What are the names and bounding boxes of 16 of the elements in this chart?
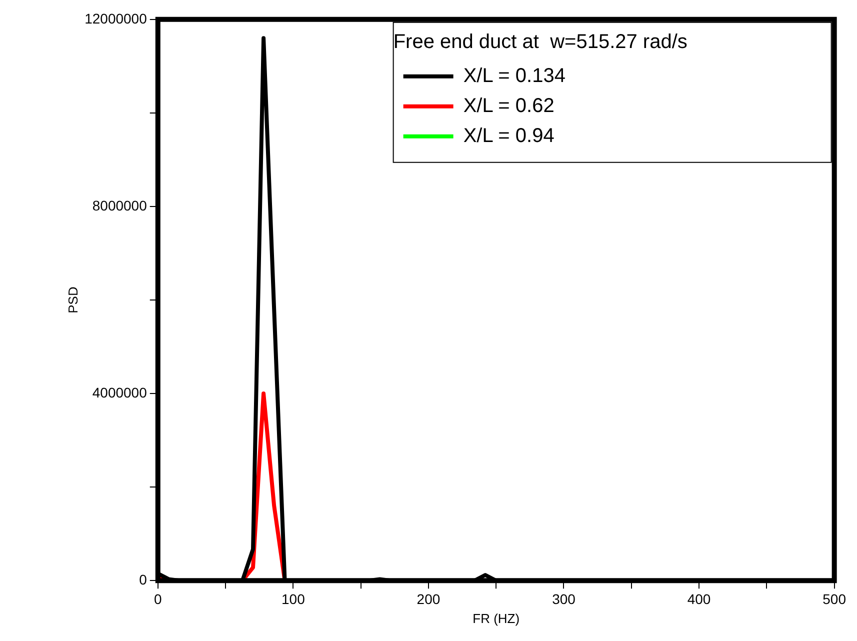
y-axis-title: PSD [65, 286, 80, 314]
y-tick-label: 4000000 [92, 384, 148, 400]
y-tick-label: 8000000 [92, 197, 148, 214]
x-tick-label: 0 [154, 590, 162, 607]
legend-label: X/L = 0.62 [463, 94, 554, 117]
y-tick-label: 12000000 [84, 10, 148, 26]
x-tick-label: 500 [822, 590, 846, 607]
legend-title: Free end duct at w=515.27 rad/s [393, 30, 688, 53]
legend-label: X/L = 0.134 [463, 64, 566, 87]
legend-label: X/L = 0.94 [463, 124, 554, 147]
y-tick-label: 0 [139, 571, 148, 588]
x-tick-label: 400 [687, 590, 711, 607]
x-tick-label: 100 [281, 590, 306, 607]
x-axis-title: FR (HZ) [472, 610, 520, 626]
x-tick-label: 300 [552, 590, 576, 607]
x-tick-label: 200 [416, 590, 440, 607]
